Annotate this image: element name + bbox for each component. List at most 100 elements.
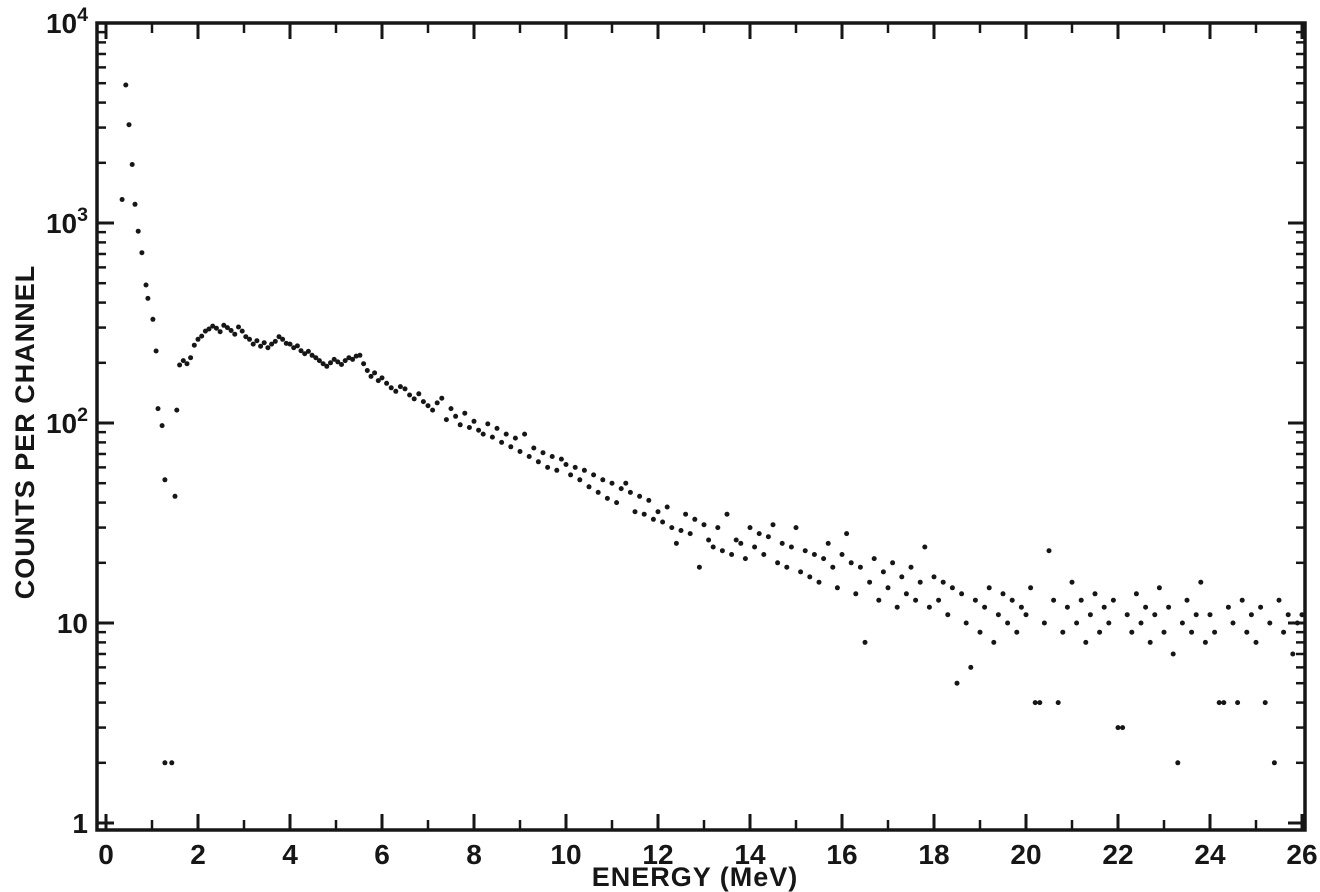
data-point: [402, 386, 408, 392]
data-point: [1133, 591, 1139, 597]
data-point: [1115, 725, 1121, 731]
data-point: [1023, 612, 1029, 618]
data-point: [1276, 597, 1282, 603]
data-point: [733, 537, 739, 543]
data-point: [1166, 604, 1172, 610]
data-point: [1005, 620, 1011, 626]
data-point: [1198, 579, 1204, 585]
data-point: [986, 585, 992, 591]
data-point: [298, 348, 304, 354]
data-point: [162, 760, 168, 766]
data-point: [595, 489, 601, 495]
data-point: [1120, 725, 1126, 731]
data-point: [153, 348, 159, 354]
data-point: [1018, 604, 1024, 610]
data-point: [368, 373, 374, 379]
data-point: [485, 421, 491, 427]
data-point: [411, 396, 417, 402]
data-point: [1138, 620, 1144, 626]
data-point: [683, 511, 689, 517]
y-tick-label: 1: [72, 808, 88, 839]
data-point: [775, 560, 781, 566]
data-point: [489, 434, 495, 440]
data-point: [871, 556, 877, 562]
data-point: [752, 544, 758, 550]
data-point: [1152, 612, 1158, 618]
data-point: [853, 591, 859, 597]
data-point: [1092, 591, 1098, 597]
data-point: [1041, 620, 1047, 626]
data-point: [600, 477, 606, 483]
data-point: [309, 352, 315, 358]
data-point: [232, 331, 238, 337]
data-point: [1193, 612, 1199, 618]
data-point: [701, 522, 707, 528]
data-point: [416, 391, 422, 397]
data-point: [439, 395, 445, 401]
data-point: [545, 464, 551, 470]
data-point: [687, 531, 693, 537]
data-point: [407, 392, 413, 398]
data-point: [1225, 604, 1231, 610]
data-point: [945, 612, 951, 618]
data-point: [372, 370, 378, 376]
data-point: [1170, 651, 1176, 657]
data-point: [129, 162, 135, 167]
data-point: [457, 422, 463, 428]
data-point: [320, 361, 326, 367]
x-tick-label: 14: [734, 839, 766, 870]
data-point: [294, 343, 300, 349]
data-point: [462, 410, 468, 416]
x-tick-label: 4: [282, 839, 298, 870]
data-point: [316, 358, 322, 364]
data-point: [254, 338, 260, 344]
data-point: [972, 597, 978, 603]
data-point: [466, 425, 472, 430]
data-point: [494, 425, 500, 431]
data-point: [221, 322, 227, 328]
data-point: [738, 540, 744, 546]
data-point: [448, 406, 454, 412]
data-point: [1037, 700, 1043, 706]
data-point: [816, 579, 822, 585]
data-point: [324, 363, 330, 369]
data-point: [549, 454, 555, 459]
data-point: [554, 467, 560, 473]
data-point: [1212, 629, 1218, 635]
data-point: [779, 540, 785, 546]
data-point: [143, 282, 149, 288]
y-tick-label: 103: [46, 204, 88, 239]
data-point: [729, 552, 735, 557]
data-point: [719, 548, 725, 554]
data-point: [250, 341, 256, 347]
y-axis-title: COUNTS PER CHANNEL: [10, 265, 40, 600]
data-points: [119, 82, 1305, 766]
data-point: [1299, 612, 1305, 618]
data-point: [931, 574, 937, 580]
data-point: [188, 355, 194, 361]
y-tick-label: 102: [46, 404, 88, 439]
data-point: [305, 348, 311, 354]
data-point: [830, 564, 836, 570]
data-point: [1253, 639, 1259, 645]
data-point: [1179, 620, 1185, 626]
data-point: [1285, 612, 1291, 618]
data-point: [696, 564, 702, 570]
data-point: [342, 358, 348, 364]
data-point: [508, 444, 514, 450]
data-point: [568, 472, 574, 478]
data-point: [1294, 620, 1300, 626]
data-point: [586, 484, 592, 490]
data-point: [637, 493, 643, 499]
data-point: [177, 362, 183, 368]
data-point: [770, 522, 776, 528]
x-tick-label: 18: [918, 839, 949, 870]
data-point: [239, 328, 245, 334]
x-tick-label: 22: [1102, 839, 1133, 870]
data-point: [954, 680, 960, 686]
x-tick-label: 0: [98, 839, 114, 870]
data-point: [1147, 639, 1153, 645]
data-point: [276, 334, 282, 340]
data-point: [834, 585, 840, 591]
data-point: [162, 477, 168, 483]
